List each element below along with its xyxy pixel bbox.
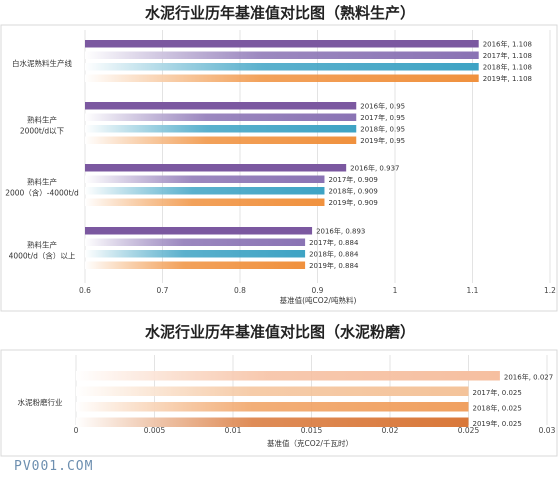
- x-tick-label: 0.8: [234, 286, 246, 295]
- data-label: 2019年, 0.025: [473, 419, 522, 428]
- bar-2016年: [76, 371, 500, 381]
- data-label: 2018年, 0.884: [309, 250, 359, 259]
- x-tick-label: 0.02: [382, 426, 399, 435]
- data-label: 2017年, 0.025: [473, 388, 522, 397]
- bar-2018年: [85, 250, 306, 258]
- data-label: 2018年, 0.95: [360, 125, 405, 134]
- chart2-x-axis-label: 基准值（克CO2/千瓦时）: [267, 438, 353, 448]
- x-tick-label: 1.1: [467, 286, 479, 295]
- x-tick-label: 0.6: [79, 286, 91, 295]
- x-tick-label: 0.025: [458, 426, 480, 435]
- bar-2016年: [85, 102, 357, 110]
- bar-2017年: [76, 386, 469, 396]
- bar-2018年: [85, 63, 479, 71]
- data-label: 2017年, 0.884: [309, 238, 359, 247]
- data-label: 2016年, 0.937: [350, 164, 399, 173]
- category-label: 熟料生产: [27, 177, 57, 187]
- category-label: 熟料生产: [27, 240, 57, 250]
- category-label: 熟料生产: [27, 115, 57, 125]
- data-label: 2018年, 1.108: [483, 63, 532, 72]
- category-label: 白水泥熟料生产线: [12, 58, 72, 68]
- x-tick-label: 0.03: [539, 426, 556, 435]
- data-label: 2016年, 1.108: [483, 40, 532, 49]
- chart2-title: 水泥行业历年基准值对比图（水泥粉磨）: [145, 323, 415, 341]
- data-label: 2018年, 0.909: [328, 187, 377, 196]
- bar-2018年: [76, 402, 469, 412]
- data-label: 2017年, 0.909: [328, 175, 377, 184]
- data-label: 2018年, 0.025: [473, 404, 522, 413]
- x-tick-label: 1: [393, 286, 398, 295]
- chart2-plot: 0 0.005 0.01 0.015 0.02 0.025 0.03 2016年, 0.027…: [18, 355, 556, 435]
- x-tick-label: 0.9: [312, 286, 324, 295]
- x-tick-label: 0: [74, 426, 79, 435]
- data-label: 2019年, 0.884: [309, 261, 359, 270]
- category-label: 水泥粉磨行业: [18, 397, 63, 407]
- chart1-title: 水泥行业历年基准值对比图（熟料生产）: [145, 4, 415, 22]
- data-label: 2016年, 0.893: [316, 227, 365, 236]
- bar-2019年: [85, 198, 325, 206]
- bar-2019年: [85, 136, 357, 144]
- chart1-frame: [0, 24, 558, 312]
- bar-2017年: [85, 51, 479, 59]
- bar-2019年: [76, 417, 469, 427]
- bar-2019年: [85, 74, 479, 82]
- bar-2016年: [85, 164, 347, 172]
- data-label: 2019年, 0.95: [360, 136, 405, 145]
- x-tick-label: 1.2: [544, 286, 556, 295]
- category-label: 2000t/d以下: [20, 127, 65, 136]
- category-label: 4000t/d（含）以上: [9, 251, 76, 261]
- bar-2017年: [85, 238, 306, 246]
- bar-2017年: [85, 113, 357, 121]
- chart1-x-axis-label: 基准值(吨CO2/吨熟料): [280, 295, 357, 305]
- data-label: 2019年, 0.909: [328, 198, 377, 207]
- bar-2017年: [85, 175, 325, 183]
- data-label: 2016年, 0.027: [504, 373, 553, 382]
- bar-2019年: [85, 261, 306, 269]
- watermark: PV001.COM: [14, 459, 93, 474]
- data-label: 2019年, 1.108: [483, 74, 532, 83]
- x-tick-label: 0.005: [144, 426, 166, 435]
- data-label: 2017年, 0.95: [360, 113, 405, 122]
- bar-2018年: [85, 125, 357, 133]
- data-label: 2017年, 1.108: [483, 51, 532, 60]
- category-label: 2000（含）-4000t/d: [5, 188, 79, 198]
- x-tick-label: 0.015: [301, 426, 323, 435]
- chart1-plot: 0.6 0.7 0.8 0.9 1 1.1 1.2 2016年, 1.108 2017年, 1.…: [5, 30, 556, 295]
- chart2-frame: [0, 349, 558, 457]
- bar-2016年: [85, 40, 479, 48]
- x-tick-label: 0.7: [157, 286, 169, 295]
- data-label: 2016年, 0.95: [360, 102, 405, 111]
- x-tick-label: 0.01: [225, 426, 242, 435]
- bar-2016年: [85, 227, 313, 235]
- bar-2018年: [85, 187, 325, 195]
